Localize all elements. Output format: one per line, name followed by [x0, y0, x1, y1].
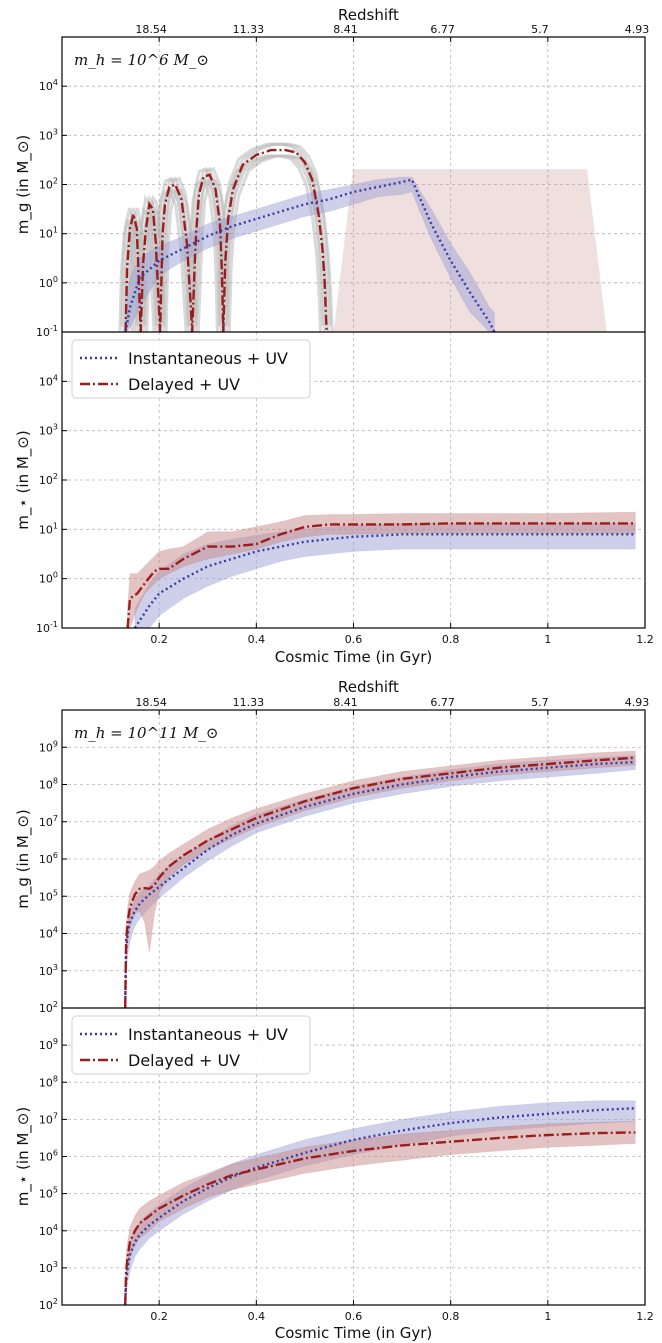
y-tick-label: 102	[39, 472, 58, 487]
legend-box	[71, 1015, 311, 1075]
legend-label-instantaneous: Instantaneous + UV	[128, 349, 288, 368]
x-tick-label: 0.8	[442, 1310, 460, 1323]
y-tick-label: 103	[39, 963, 58, 978]
x-tick-label: 0.4	[248, 633, 266, 646]
plot-area	[124, 1100, 636, 1305]
redshift-tick-label: 4.93	[625, 23, 650, 36]
redshift-tick-label: 8.41	[333, 696, 358, 709]
instantaneous-line	[124, 178, 496, 332]
plot-area	[118, 142, 607, 332]
legend-label-delayed: Delayed + UV	[128, 375, 240, 394]
subplot-1-0: 102 103 104 105 106 107 108 109 m_g (in M_⊙)	[14, 710, 646, 1015]
y-tick-label: 102	[39, 1000, 58, 1015]
x-tick-label: 0.8	[442, 633, 460, 646]
y-tick-label: 109	[39, 739, 58, 754]
redshift-tick-label: 11.33	[233, 696, 265, 709]
y-tick-label: 106	[39, 851, 58, 866]
plot-area	[124, 750, 636, 1008]
y-axis-label: m_⋆ (in M_⊙)	[14, 430, 33, 529]
delayed-line	[126, 522, 636, 628]
y-tick-label: 102	[39, 1297, 58, 1312]
y-tick-label: 108	[39, 1074, 58, 1089]
redshift-tick-label: 6.77	[430, 696, 455, 709]
y-tick-label: 104	[39, 926, 58, 941]
x-tick-label: 1	[544, 1310, 551, 1323]
y-tick-label: 100	[39, 275, 58, 290]
y-tick-label: 106	[39, 1149, 58, 1164]
redshift-tick-label: 5.7	[531, 696, 549, 709]
y-tick-label: 108	[39, 777, 58, 792]
y-axis-label: m_⋆ (in M_⊙)	[14, 1107, 33, 1206]
x-axis-label: Cosmic Time (in Gyr)	[275, 648, 433, 666]
x-tick-label: 1.2	[636, 633, 654, 646]
redshift-tick-label: 6.77	[430, 23, 455, 36]
x-tick-label: 1	[544, 633, 551, 646]
x-tick-label: 0.4	[248, 1310, 266, 1323]
y-tick-label: 103	[39, 1260, 58, 1275]
y-axis-label: m_g (in M_⊙)	[14, 135, 33, 235]
delayed-line	[124, 148, 328, 332]
y-tick-label: 101	[39, 226, 58, 241]
instantaneous-band	[125, 176, 495, 332]
x-tick-label: 0.6	[345, 1310, 363, 1323]
redshift-tick-label: 5.7	[531, 23, 549, 36]
y-tick-label: 104	[39, 373, 58, 388]
y-tick-label: 103	[39, 423, 58, 438]
y-tick-label: 102	[39, 177, 58, 192]
delayed-band	[124, 750, 636, 1008]
y-tick-label: 107	[39, 814, 58, 829]
delayed-plateau-band	[333, 169, 607, 332]
y-axis-label: m_g (in M_⊙)	[14, 809, 33, 909]
redshift-tick-label: 11.33	[233, 23, 265, 36]
y-tick-label: 10-1	[36, 620, 58, 635]
legend: Instantaneous + UV Delayed + UV	[71, 339, 311, 399]
halo-mass-annotation: m_h = 10^11 M_⊙	[74, 724, 218, 742]
y-tick-label: 109	[39, 1037, 58, 1052]
y-tick-label: 10-1	[36, 324, 58, 339]
instantaneous-band	[124, 754, 636, 1008]
redshift-axis-title: Redshift	[338, 678, 399, 696]
y-tick-label: 104	[39, 1223, 58, 1238]
x-tick-label: 1.2	[636, 1310, 654, 1323]
delayed-band	[124, 1120, 636, 1305]
redshift-tick-label: 4.93	[625, 696, 650, 709]
redshift-tick-label: 18.54	[135, 696, 167, 709]
instantaneous-line	[124, 760, 636, 1008]
redshift-tick-label: 8.41	[333, 23, 358, 36]
redshift-axis-title: Redshift	[338, 6, 399, 24]
y-tick-label: 105	[39, 888, 58, 903]
delayed-line	[124, 1131, 636, 1305]
subplot-1-1: 102 103 104 105 106 107 108 109 m_⋆ (in M_⊙) Inst…	[14, 1008, 646, 1312]
delayed-line	[124, 756, 636, 1008]
y-tick-label: 107	[39, 1111, 58, 1126]
subplot-0-0: 10-1 100 101 102 103 104 m_g (in M_⊙)	[14, 37, 646, 339]
x-axis-label: Cosmic Time (in Gyr)	[275, 1324, 433, 1342]
legend-label-delayed: Delayed + UV	[128, 1051, 240, 1070]
y-tick-label: 105	[39, 1186, 58, 1201]
x-tick-label: 0.6	[345, 633, 363, 646]
subplot-0-1: 10-1 100 101 102 103 104 m_⋆ (in M_⊙) Instantan…	[14, 332, 646, 635]
trajectory-bundle	[118, 142, 607, 332]
y-tick-label: 103	[39, 127, 58, 142]
instantaneous-line	[133, 533, 636, 628]
halo-mass-annotation: m_h = 10^6 M_⊙	[74, 51, 209, 69]
plot-area	[126, 511, 636, 628]
y-tick-label: 101	[39, 521, 58, 536]
legend-box	[71, 339, 311, 399]
legend: Instantaneous + UV Delayed + UV	[71, 1015, 311, 1075]
x-tick-label: 0.2	[150, 1310, 168, 1323]
delayed-band	[127, 511, 636, 628]
y-tick-label: 104	[39, 78, 58, 93]
redshift-tick-label: 18.54	[135, 23, 167, 36]
x-tick-label: 0.2	[150, 633, 168, 646]
legend-label-instantaneous: Instantaneous + UV	[128, 1025, 288, 1044]
y-tick-label: 100	[39, 571, 58, 586]
